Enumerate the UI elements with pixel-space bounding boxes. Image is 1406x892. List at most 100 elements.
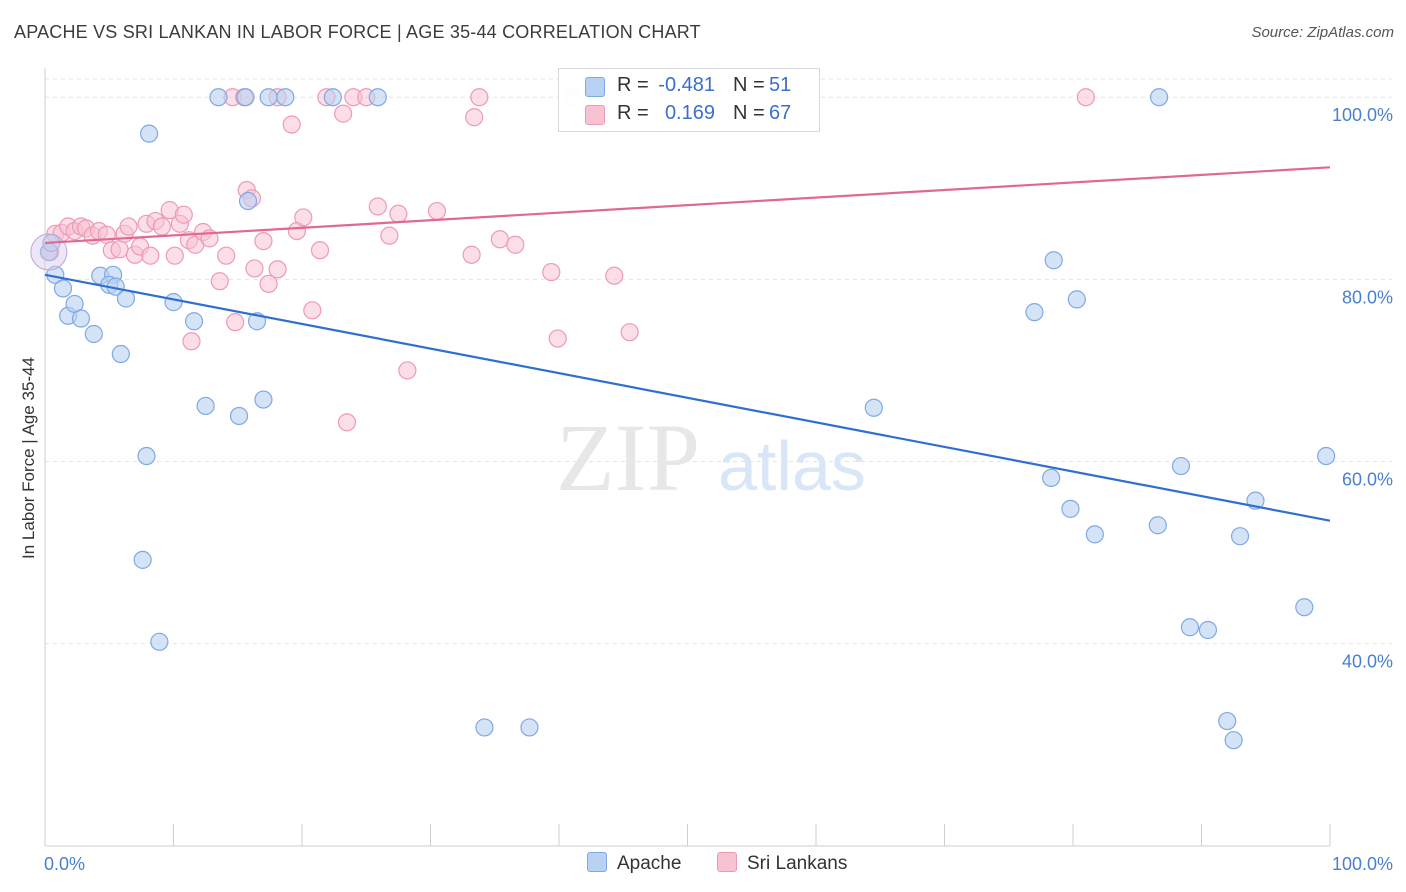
- sri-lankans-point: [337, 413, 357, 432]
- sri-lankans-point: [398, 361, 417, 380]
- y-axis-label: In Labor Force | Age 35-44: [19, 357, 38, 559]
- sri-lankans-point: [210, 272, 229, 291]
- sri-legend-swatch: [717, 852, 737, 872]
- watermark: ZIP atlas: [556, 404, 866, 511]
- sri-lankans-point: [245, 259, 264, 278]
- apache-point: [196, 396, 215, 416]
- sri-lankans-point: [174, 205, 193, 224]
- apache-point: [1025, 303, 1044, 322]
- sri-lankans-point: [380, 226, 399, 245]
- watermark-atlas: atlas: [718, 427, 866, 505]
- y-tick-label: 40.0%: [1342, 652, 1393, 672]
- sri-lankans-point: [141, 246, 160, 265]
- sri-lankans-point: [119, 217, 138, 236]
- apache-point: [1067, 290, 1086, 309]
- sri-lankans-point: [470, 88, 489, 107]
- sri-lankans-point: [268, 260, 287, 279]
- sri-lankans-point: [303, 301, 322, 320]
- sri-lankans-point: [427, 201, 447, 221]
- apache-point: [133, 550, 152, 569]
- apache-point: [276, 88, 295, 107]
- sri-lankans-point: [182, 332, 201, 351]
- legend-row-sri: R = 0.169 N = 67: [559, 101, 819, 127]
- apache-r-value: -0.481: [658, 74, 715, 96]
- apache-point: [1149, 88, 1169, 107]
- axes: [44, 68, 1331, 847]
- apache-point: [1224, 731, 1243, 750]
- apache-point: [84, 324, 103, 344]
- sri-lankans-point: [620, 323, 639, 342]
- apache-point: [254, 390, 273, 409]
- stats-legend: R = -0.481 N = 51 R = 0.169 N = 67: [558, 68, 820, 132]
- sri-n-label: N =: [733, 102, 765, 124]
- sri-lankans-point: [165, 246, 184, 265]
- apache-point: [520, 718, 539, 737]
- source-label: Source: ZipAtlas.com: [1251, 24, 1394, 41]
- sri-lankans-point: [389, 204, 408, 223]
- apache-point: [1230, 527, 1250, 546]
- y-tick-label: 60.0%: [1342, 470, 1393, 490]
- apache-point: [1317, 446, 1336, 466]
- legend-row-apache: R = -0.481 N = 51: [559, 73, 819, 99]
- sri-r-value: 0.169: [664, 102, 715, 124]
- trend-lines: [44, 166, 1331, 522]
- apache-point: [1044, 251, 1063, 270]
- apache-point: [111, 344, 130, 364]
- chart-title: APACHE VS SRI LANKAN IN LABOR FORCE | AG…: [14, 22, 701, 42]
- apache-point: [1180, 618, 1200, 637]
- y-tick-label: 80.0%: [1342, 287, 1393, 307]
- apache-point: [184, 312, 204, 331]
- sri-lankans-point: [368, 197, 387, 216]
- sri-lankans-point: [548, 329, 567, 348]
- apache-point: [1061, 499, 1080, 518]
- bottom-legend-apache: Apache: [587, 852, 681, 875]
- sri-lankans-point: [294, 208, 313, 227]
- sri-legend-label: Sri Lankans: [747, 853, 848, 874]
- apache-r-label: R =: [617, 74, 649, 96]
- sri-lankans-point: [490, 230, 509, 249]
- sri-swatch: [585, 105, 605, 125]
- x-tick-label-min: 0.0%: [44, 854, 85, 874]
- apache-point: [1085, 525, 1104, 544]
- sri-lankans-point: [542, 262, 561, 282]
- apache-point: [236, 88, 255, 107]
- apache-point: [1198, 620, 1218, 640]
- apache-point: [1042, 468, 1061, 487]
- apache-point: [1218, 711, 1237, 731]
- apache-point: [139, 124, 159, 143]
- apache-point: [229, 406, 249, 426]
- apache-point: [53, 279, 73, 298]
- sri-lankans-point: [254, 232, 273, 251]
- apache-point: [368, 88, 387, 107]
- sri-lankans-point: [226, 313, 245, 332]
- sri-lankans-point: [462, 245, 481, 264]
- sri-n-value: 67: [769, 102, 792, 124]
- sri-lankans-point: [334, 104, 353, 123]
- apache-points: [30, 88, 1336, 750]
- sri-lankans-point: [259, 274, 278, 294]
- apache-point: [475, 718, 494, 737]
- sri-lankans-point: [465, 108, 484, 127]
- apache-point: [209, 88, 228, 107]
- tick-labels: 100.0% 80.0% 60.0% 40.0% 0.0% 100.0%: [44, 105, 1393, 874]
- sri-lankans-point: [1076, 88, 1095, 107]
- apache-point: [864, 398, 883, 417]
- apache-n-value: 51: [769, 74, 792, 96]
- sri-lankans-point: [152, 217, 172, 236]
- apache-point: [1148, 516, 1167, 535]
- y-tick-label: 100.0%: [1332, 105, 1393, 125]
- grid-lines: [45, 78, 1392, 645]
- sri-lankans-points: [41, 88, 1095, 432]
- apache-point: [150, 632, 169, 651]
- apache-n-label: N =: [733, 74, 765, 96]
- apache-point: [1171, 456, 1191, 476]
- sri-lankans-point: [506, 235, 525, 254]
- apache-point: [71, 309, 91, 328]
- watermark-zip: ZIP: [556, 404, 700, 511]
- apache-point: [238, 191, 258, 211]
- overlap-cluster-point: [30, 233, 68, 271]
- sri-lankans-point: [310, 241, 330, 260]
- apache-point: [1295, 598, 1314, 617]
- sri-lankans-trend-line: [44, 166, 1331, 245]
